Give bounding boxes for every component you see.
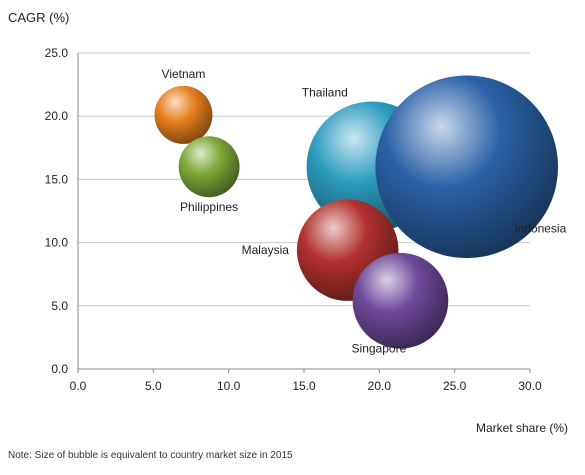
bubble-label-vietnam: Vietnam (162, 67, 206, 81)
y-tick-label: 15.0 (45, 172, 69, 186)
bubble-label-philippines: Philippines (180, 200, 238, 214)
bubble-singapore (352, 252, 449, 349)
bubble-vietnam (154, 85, 213, 144)
bubble-label-indonesia: Indonesia (514, 222, 566, 236)
bubble-labels: Vietnam Philippines Thailand Indonesia Malay… (162, 67, 567, 356)
y-tick-label: 0.0 (51, 362, 68, 376)
bubble-label-malaysia: Malaysia (242, 243, 290, 257)
y-tick-label: 5.0 (51, 299, 68, 313)
x-axis-title: Market share (%) (476, 421, 568, 435)
bubble-philippines (178, 136, 240, 198)
x-tick-label: 20.0 (368, 379, 392, 393)
y-tick-label: 20.0 (45, 109, 69, 123)
bubble-label-thailand: Thailand (302, 86, 348, 100)
x-tick-label: 5.0 (145, 379, 162, 393)
y-axis-title: CAGR (%) (8, 10, 69, 25)
bubbles (154, 75, 559, 349)
chart-footnote: Note: Size of bubble is equivalent to co… (8, 450, 293, 461)
y-tick-label: 10.0 (45, 236, 69, 250)
bubble-label-singapore: Singapore (352, 342, 407, 356)
axes (77, 53, 530, 370)
x-tick-label: 15.0 (292, 379, 316, 393)
x-tick-label: 0.0 (70, 379, 87, 393)
x-tick-label: 10.0 (217, 379, 241, 393)
y-tick-label: 25.0 (45, 46, 69, 60)
x-tick-label: 25.0 (443, 379, 467, 393)
x-tick-label: 30.0 (518, 379, 542, 393)
bubble-indonesia (375, 75, 559, 259)
